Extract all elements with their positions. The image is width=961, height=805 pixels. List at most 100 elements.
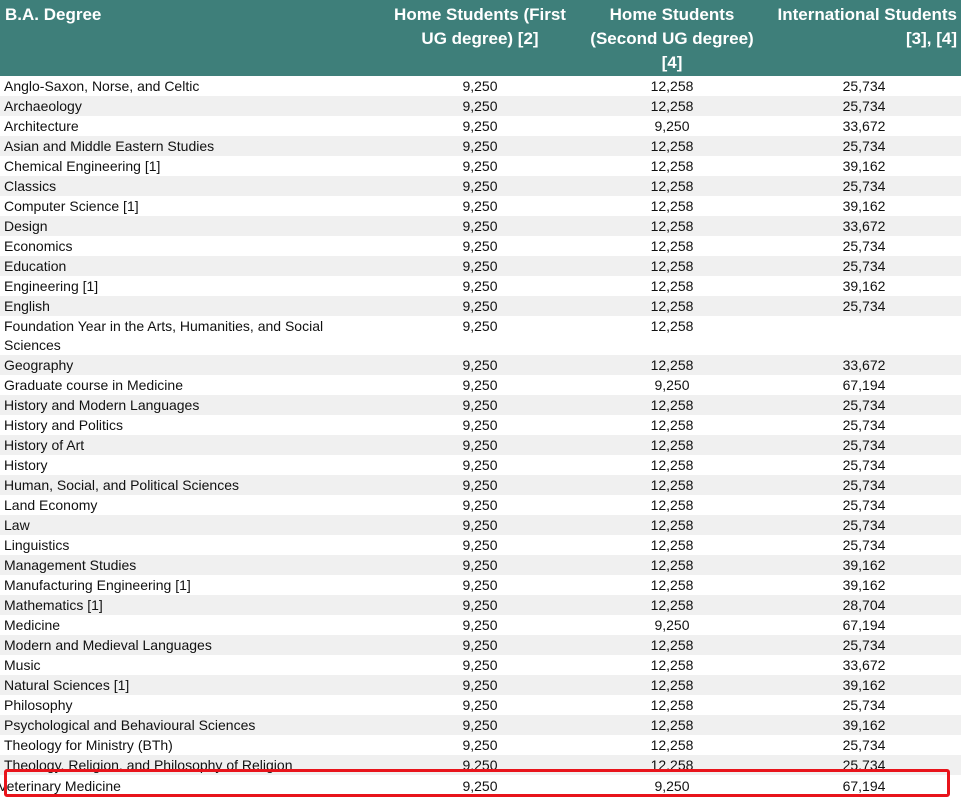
- home-second-fee-cell: 12,258: [650, 417, 694, 433]
- table-row: Chemical Engineering [1] 9,250 12,258 39,16…: [0, 156, 961, 176]
- table-row: Computer Science [1] 9,250 12,258 39,162: [0, 196, 961, 216]
- home-first-fee-cell: 9,250: [383, 136, 577, 156]
- international-fee-cell: 39,162: [842, 198, 886, 214]
- table-row: Mathematics [1] 9,250 12,258 28,704: [0, 595, 961, 615]
- table-row: History 9,250 12,258 25,734: [0, 455, 961, 475]
- international-fee-cell: 67,194: [842, 617, 886, 633]
- home-first-fee-cell: 9,250: [462, 118, 498, 134]
- international-fee-cell: 39,162: [842, 577, 886, 593]
- table-row: Graduate course in Medicine 9,250 9,250 67,…: [0, 375, 961, 395]
- home-second-fee-cell: 9,250: [654, 377, 690, 393]
- home-first-fee-cell: 9,250: [462, 497, 498, 513]
- home-second-fee-cell: 12,258: [577, 176, 767, 196]
- table-row: Theology, Religion, and Philosophy of Re…: [0, 755, 961, 775]
- home-second-fee-cell: 12,258: [577, 395, 767, 415]
- table-row: Manufacturing Engineering [1] 9,250 12,258…: [0, 575, 961, 595]
- degree-cell: Economics: [4, 238, 73, 254]
- home-first-fee-cell: 9,250: [383, 675, 577, 695]
- international-fee-cell: 25,734: [767, 515, 961, 535]
- international-fee-cell: 25,734: [767, 96, 961, 116]
- international-fee-cell: 33,672: [842, 657, 886, 673]
- degree-cell: Law: [0, 515, 383, 535]
- home-second-fee-cell: 12,258: [577, 216, 767, 236]
- home-first-fee-cell: 9,250: [383, 775, 577, 797]
- international-fee-cell: [767, 316, 961, 355]
- home-second-fee-cell: 9,250: [654, 617, 690, 633]
- degree-cell: Mathematics [1]: [0, 595, 383, 615]
- home-second-fee-cell: 12,258: [650, 78, 694, 94]
- home-second-fee-cell: 12,258: [577, 595, 767, 615]
- home-first-fee-cell: 9,250: [462, 318, 498, 334]
- table-row: Music 9,250 12,258 33,672: [0, 655, 961, 675]
- international-fee-cell: 28,704: [767, 595, 961, 615]
- degree-cell: Philosophy: [4, 697, 73, 713]
- international-fee-cell: 39,162: [842, 158, 886, 174]
- table-row: Medicine 9,250 9,250 67,194: [0, 615, 961, 635]
- table-row: Geography 9,250 12,258 33,672: [0, 355, 961, 375]
- degree-cell: Manufacturing Engineering [1]: [4, 577, 191, 593]
- table-row: Education 9,250 12,258 25,734: [0, 256, 961, 276]
- international-fee-cell: 25,734: [842, 457, 886, 473]
- table-row: Economics 9,250 12,258 25,734: [0, 236, 961, 256]
- degree-cell: Land Economy: [4, 497, 98, 513]
- table-row: Asian and Middle Eastern Studies 9,250 12,…: [0, 136, 961, 156]
- degree-cell: Veterinary Medicine: [0, 775, 383, 797]
- table-row: Land Economy 9,250 12,258 25,734: [0, 495, 961, 515]
- home-first-fee-cell: 9,250: [383, 355, 577, 375]
- home-second-fee-cell: 12,258: [577, 555, 767, 575]
- international-fee-cell: 39,162: [767, 715, 961, 735]
- international-fee-cell: 25,734: [842, 697, 886, 713]
- home-first-fee-cell: 9,250: [462, 617, 498, 633]
- header-home-first: Home Students (First UG degree) [2]: [383, 0, 577, 76]
- degree-cell: English: [0, 296, 383, 316]
- table-row: Theology for Ministry (BTh) 9,250 12,258 25…: [0, 735, 961, 755]
- degree-cell: Geography: [0, 355, 383, 375]
- international-fee-cell: 67,194: [842, 377, 886, 393]
- home-first-fee-cell: 9,250: [462, 238, 498, 254]
- home-first-fee-cell: 9,250: [462, 278, 498, 294]
- home-second-fee-cell: 12,258: [577, 515, 767, 535]
- home-second-fee-cell: 12,258: [577, 96, 767, 116]
- home-first-fee-cell: 9,250: [383, 395, 577, 415]
- home-first-fee-cell: 9,250: [383, 715, 577, 735]
- home-second-fee-cell: 12,258: [577, 296, 767, 316]
- home-second-fee-cell: 12,258: [650, 737, 694, 753]
- home-first-fee-cell: 9,250: [462, 377, 498, 393]
- home-second-fee-cell: 12,258: [650, 537, 694, 553]
- degree-cell: History and Modern Languages: [0, 395, 383, 415]
- header-international: International Students [3], [4]: [767, 0, 961, 76]
- header-row: B.A. Degree Home Students (First UG degr…: [0, 0, 961, 76]
- table-row: Philosophy 9,250 12,258 25,734: [0, 695, 961, 715]
- home-first-fee-cell: 9,250: [462, 78, 498, 94]
- home-second-fee-cell: 12,258: [577, 755, 767, 775]
- international-fee-cell: 33,672: [767, 355, 961, 375]
- home-second-fee-cell: 12,258: [650, 457, 694, 473]
- home-second-fee-cell: 12,258: [650, 198, 694, 214]
- table-row: Anglo-Saxon, Norse, and Celtic 9,250 12,25…: [0, 76, 961, 96]
- degree-cell: Music: [4, 657, 41, 673]
- international-fee-cell: 25,734: [842, 238, 886, 254]
- table-row: Foundation Year in the Arts, Humanities,…: [0, 316, 961, 355]
- table-body: Anglo-Saxon, Norse, and Celtic 9,250 12,25…: [0, 76, 961, 797]
- degree-cell: Design: [0, 216, 383, 236]
- table-header: B.A. Degree Home Students (First UG degr…: [0, 0, 961, 76]
- home-second-fee-cell: 12,258: [577, 475, 767, 495]
- international-fee-cell: 39,162: [767, 555, 961, 575]
- international-fee-cell: 25,734: [767, 296, 961, 316]
- degree-cell: Medicine: [4, 617, 61, 633]
- header-degree: B.A. Degree: [0, 0, 383, 76]
- international-fee-cell: 67,194: [767, 775, 961, 797]
- table-row: History and Modern Languages 9,250 12,258 2…: [0, 395, 961, 415]
- table-row: Management Studies 9,250 12,258 39,162: [0, 555, 961, 575]
- degree-cell: Management Studies: [0, 555, 383, 575]
- international-fee-cell: 25,734: [767, 635, 961, 655]
- international-fee-cell: 33,672: [842, 118, 886, 134]
- degree-cell: Foundation Year in the Arts, Humanities,…: [4, 318, 324, 353]
- home-first-fee-cell: 9,250: [383, 555, 577, 575]
- home-first-fee-cell: 9,250: [383, 515, 577, 535]
- home-first-fee-cell: 9,250: [462, 158, 498, 174]
- international-fee-cell: 25,734: [842, 537, 886, 553]
- degree-cell: Linguistics: [4, 537, 70, 553]
- home-second-fee-cell: 12,258: [650, 657, 694, 673]
